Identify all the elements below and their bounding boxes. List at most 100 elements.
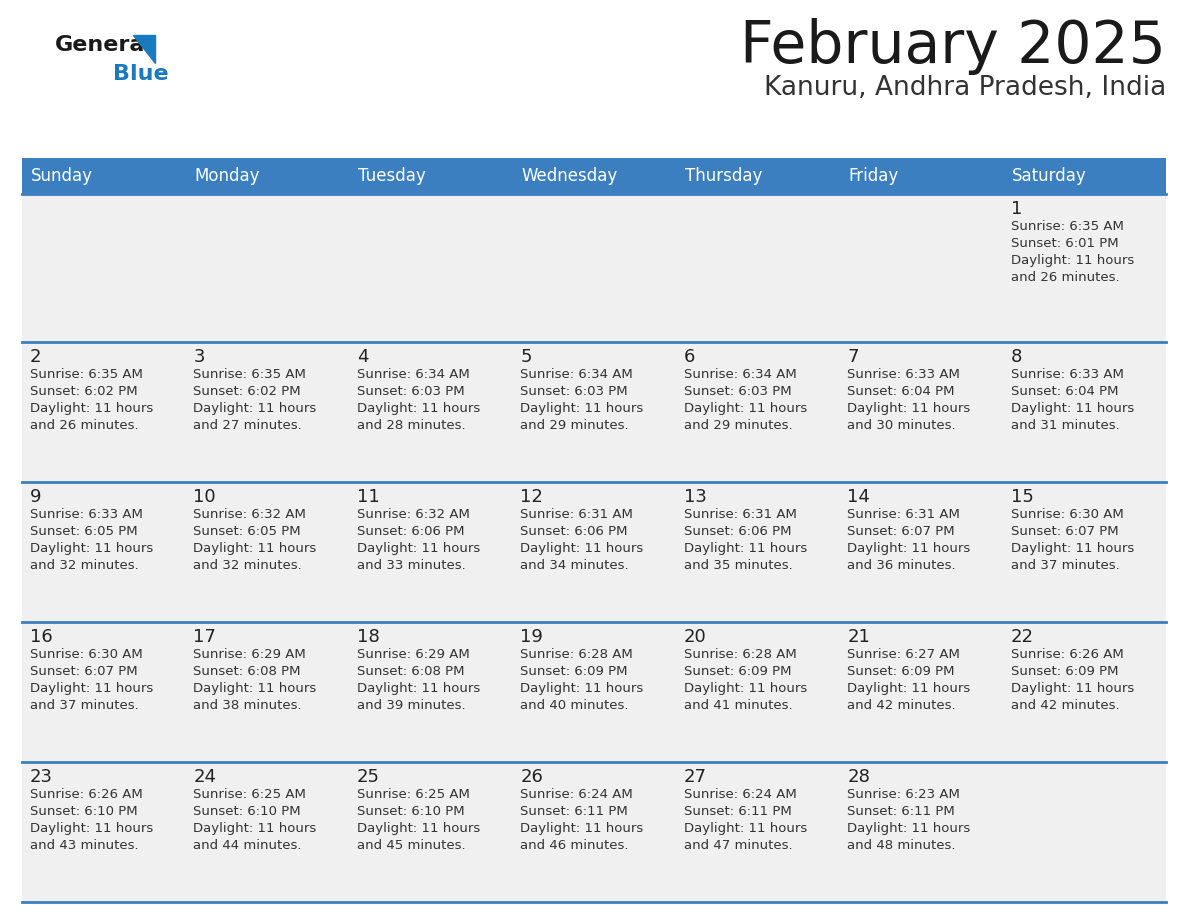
Bar	[349, 482, 512, 622]
Bar	[23, 762, 185, 902]
Text: Sunset: 6:02 PM: Sunset: 6:02 PM	[30, 385, 138, 398]
Text: Daylight: 11 hours: Daylight: 11 hours	[356, 682, 480, 695]
Text: 17: 17	[194, 628, 216, 646]
Text: Sunrise: 6:29 AM: Sunrise: 6:29 AM	[356, 648, 469, 661]
Bar	[676, 158, 839, 194]
Text: Sunrise: 6:33 AM: Sunrise: 6:33 AM	[30, 508, 143, 521]
Bar	[185, 762, 349, 902]
Text: 24: 24	[194, 768, 216, 786]
Text: and 31 minutes.: and 31 minutes.	[1011, 419, 1119, 432]
Text: Daylight: 11 hours: Daylight: 11 hours	[684, 402, 807, 415]
Text: and 46 minutes.: and 46 minutes.	[520, 839, 628, 852]
Text: Sunset: 6:07 PM: Sunset: 6:07 PM	[1011, 525, 1118, 538]
Text: Sunset: 6:11 PM: Sunset: 6:11 PM	[847, 805, 955, 818]
Bar	[349, 158, 512, 194]
Text: Sunrise: 6:24 AM: Sunrise: 6:24 AM	[684, 788, 796, 801]
Text: and 26 minutes.: and 26 minutes.	[30, 419, 139, 432]
Text: 19: 19	[520, 628, 543, 646]
Text: and 36 minutes.: and 36 minutes.	[847, 559, 956, 572]
Text: Sunset: 6:08 PM: Sunset: 6:08 PM	[194, 665, 301, 678]
Bar	[185, 194, 349, 342]
Bar	[1003, 762, 1165, 902]
Text: Sunrise: 6:27 AM: Sunrise: 6:27 AM	[847, 648, 960, 661]
Bar	[1003, 158, 1165, 194]
Text: Sunrise: 6:23 AM: Sunrise: 6:23 AM	[847, 788, 960, 801]
Text: Daylight: 11 hours: Daylight: 11 hours	[684, 682, 807, 695]
Text: Wednesday: Wednesday	[522, 167, 618, 185]
Bar	[839, 158, 1003, 194]
Text: and 35 minutes.: and 35 minutes.	[684, 559, 792, 572]
Text: Daylight: 11 hours: Daylight: 11 hours	[684, 822, 807, 835]
Text: Friday: Friday	[848, 167, 898, 185]
Text: Tuesday: Tuesday	[358, 167, 425, 185]
Text: Daylight: 11 hours: Daylight: 11 hours	[194, 682, 317, 695]
Text: Sunrise: 6:35 AM: Sunrise: 6:35 AM	[30, 368, 143, 381]
Text: and 38 minutes.: and 38 minutes.	[194, 699, 302, 712]
Bar	[23, 194, 185, 342]
Text: General: General	[55, 35, 153, 55]
Text: 8: 8	[1011, 348, 1022, 366]
Text: 10: 10	[194, 488, 216, 506]
Bar	[349, 342, 512, 482]
Text: Saturday: Saturday	[1011, 167, 1086, 185]
Text: Sunrise: 6:30 AM: Sunrise: 6:30 AM	[1011, 508, 1124, 521]
Bar	[1003, 622, 1165, 762]
Text: Sunset: 6:03 PM: Sunset: 6:03 PM	[520, 385, 628, 398]
Bar	[839, 194, 1003, 342]
Bar	[349, 194, 512, 342]
Text: Sunrise: 6:34 AM: Sunrise: 6:34 AM	[684, 368, 796, 381]
Bar	[1003, 482, 1165, 622]
Text: Daylight: 11 hours: Daylight: 11 hours	[847, 542, 971, 555]
Text: and 32 minutes.: and 32 minutes.	[30, 559, 139, 572]
Bar	[512, 622, 676, 762]
Polygon shape	[133, 35, 154, 63]
Text: 9: 9	[30, 488, 42, 506]
Text: 5: 5	[520, 348, 532, 366]
Text: Sunrise: 6:35 AM: Sunrise: 6:35 AM	[1011, 220, 1124, 233]
Text: and 30 minutes.: and 30 minutes.	[847, 419, 956, 432]
Bar	[839, 342, 1003, 482]
Text: 3: 3	[194, 348, 204, 366]
Text: 14: 14	[847, 488, 870, 506]
Text: Sunrise: 6:25 AM: Sunrise: 6:25 AM	[356, 788, 469, 801]
Text: Sunset: 6:08 PM: Sunset: 6:08 PM	[356, 665, 465, 678]
Text: Sunset: 6:10 PM: Sunset: 6:10 PM	[356, 805, 465, 818]
Text: Sunset: 6:06 PM: Sunset: 6:06 PM	[520, 525, 627, 538]
Bar	[512, 194, 676, 342]
Text: Sunrise: 6:32 AM: Sunrise: 6:32 AM	[194, 508, 307, 521]
Bar	[1003, 194, 1165, 342]
Text: Sunset: 6:11 PM: Sunset: 6:11 PM	[684, 805, 791, 818]
Text: Daylight: 11 hours: Daylight: 11 hours	[520, 822, 644, 835]
Text: Sunset: 6:02 PM: Sunset: 6:02 PM	[194, 385, 301, 398]
Text: Sunrise: 6:34 AM: Sunrise: 6:34 AM	[356, 368, 469, 381]
Text: Sunrise: 6:33 AM: Sunrise: 6:33 AM	[847, 368, 960, 381]
Text: 25: 25	[356, 768, 380, 786]
Text: Daylight: 11 hours: Daylight: 11 hours	[1011, 402, 1133, 415]
Bar	[512, 158, 676, 194]
Text: Sunset: 6:03 PM: Sunset: 6:03 PM	[684, 385, 791, 398]
Bar	[23, 158, 185, 194]
Text: Daylight: 11 hours: Daylight: 11 hours	[194, 402, 317, 415]
Text: and 42 minutes.: and 42 minutes.	[847, 699, 956, 712]
Bar	[839, 622, 1003, 762]
Text: Daylight: 11 hours: Daylight: 11 hours	[30, 542, 153, 555]
Text: Daylight: 11 hours: Daylight: 11 hours	[1011, 254, 1133, 267]
Text: Sunset: 6:10 PM: Sunset: 6:10 PM	[194, 805, 301, 818]
Text: Daylight: 11 hours: Daylight: 11 hours	[194, 542, 317, 555]
Text: and 29 minutes.: and 29 minutes.	[520, 419, 628, 432]
Text: Kanuru, Andhra Pradesh, India: Kanuru, Andhra Pradesh, India	[764, 75, 1165, 101]
Text: Daylight: 11 hours: Daylight: 11 hours	[847, 822, 971, 835]
Text: 1: 1	[1011, 200, 1022, 218]
Text: Sunset: 6:09 PM: Sunset: 6:09 PM	[520, 665, 627, 678]
Text: Daylight: 11 hours: Daylight: 11 hours	[30, 822, 153, 835]
Text: Sunrise: 6:30 AM: Sunrise: 6:30 AM	[30, 648, 143, 661]
Bar	[839, 482, 1003, 622]
Text: Sunset: 6:07 PM: Sunset: 6:07 PM	[847, 525, 955, 538]
Bar	[676, 194, 839, 342]
Text: 28: 28	[847, 768, 870, 786]
Text: Daylight: 11 hours: Daylight: 11 hours	[520, 402, 644, 415]
Bar	[23, 342, 185, 482]
Text: Sunrise: 6:34 AM: Sunrise: 6:34 AM	[520, 368, 633, 381]
Text: 4: 4	[356, 348, 368, 366]
Text: 18: 18	[356, 628, 380, 646]
